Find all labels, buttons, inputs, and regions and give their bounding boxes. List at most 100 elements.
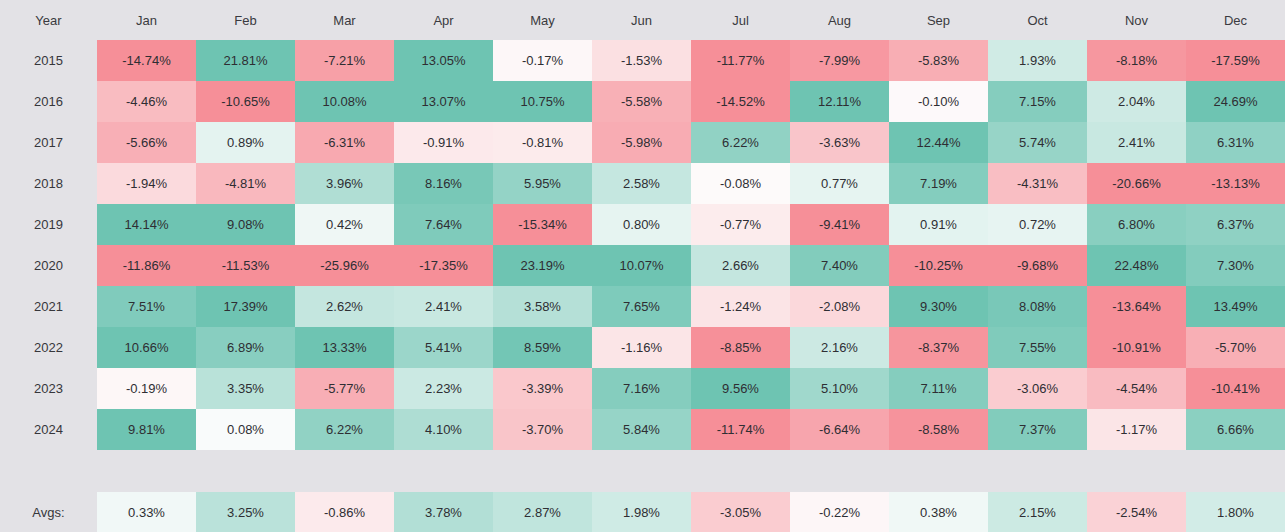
month-column-header-sep: Sep bbox=[889, 0, 988, 40]
monthly-returns-heatmap: YearJanFebMarAprMayJunJulAugSepOctNovDec… bbox=[0, 0, 1285, 532]
average-value-cell: -3.05% bbox=[691, 492, 790, 532]
heatmap-value-cell: -3.70% bbox=[493, 409, 592, 450]
heatmap-value-cell: 0.72% bbox=[988, 204, 1087, 245]
heatmap-value-cell: -17.35% bbox=[394, 245, 493, 286]
heatmap-value-cell: 2.58% bbox=[592, 163, 691, 204]
heatmap-value-cell: -6.64% bbox=[790, 409, 889, 450]
heatmap-value-cell: -4.31% bbox=[988, 163, 1087, 204]
heatmap-value-cell: 3.35% bbox=[196, 368, 295, 409]
heatmap-value-cell: 2.23% bbox=[394, 368, 493, 409]
heatmap-value-cell: 13.49% bbox=[1186, 286, 1285, 327]
month-column-header-mar: Mar bbox=[295, 0, 394, 40]
heatmap-value-cell: -1.53% bbox=[592, 40, 691, 81]
heatmap-value-cell: -0.19% bbox=[97, 368, 196, 409]
heatmap-value-cell: 5.10% bbox=[790, 368, 889, 409]
heatmap-value-cell: 2.41% bbox=[394, 286, 493, 327]
heatmap-value-cell: 9.81% bbox=[97, 409, 196, 450]
heatmap-value-cell: 2.04% bbox=[1087, 81, 1186, 122]
heatmap-value-cell: -5.66% bbox=[97, 122, 196, 163]
heatmap-value-cell: -20.66% bbox=[1087, 163, 1186, 204]
heatmap-value-cell: 13.33% bbox=[295, 327, 394, 368]
heatmap-value-cell: 7.64% bbox=[394, 204, 493, 245]
heatmap-value-cell: 17.39% bbox=[196, 286, 295, 327]
heatmap-value-cell: -3.06% bbox=[988, 368, 1087, 409]
heatmap-value-cell: -11.77% bbox=[691, 40, 790, 81]
heatmap-value-cell: 21.81% bbox=[196, 40, 295, 81]
heatmap-value-cell: 1.93% bbox=[988, 40, 1087, 81]
heatmap-value-cell: -6.31% bbox=[295, 122, 394, 163]
heatmap-value-cell: 10.66% bbox=[97, 327, 196, 368]
heatmap-value-cell: 10.07% bbox=[592, 245, 691, 286]
heatmap-value-cell: -0.81% bbox=[493, 122, 592, 163]
heatmap-value-cell: -4.46% bbox=[97, 81, 196, 122]
year-label: 2023 bbox=[0, 368, 97, 409]
year-label: 2017 bbox=[0, 122, 97, 163]
month-column-header-feb: Feb bbox=[196, 0, 295, 40]
year-label: 2018 bbox=[0, 163, 97, 204]
year-column-header: Year bbox=[0, 0, 97, 40]
heatmap-value-cell: -3.39% bbox=[493, 368, 592, 409]
heatmap-value-cell: 14.14% bbox=[97, 204, 196, 245]
average-value-cell: 0.33% bbox=[97, 492, 196, 532]
heatmap-value-cell: -0.08% bbox=[691, 163, 790, 204]
heatmap-value-cell: 9.56% bbox=[691, 368, 790, 409]
heatmap-value-cell: 6.22% bbox=[691, 122, 790, 163]
heatmap-value-cell: -5.98% bbox=[592, 122, 691, 163]
heatmap-value-cell: 6.66% bbox=[1186, 409, 1285, 450]
heatmap-value-cell: 13.05% bbox=[394, 40, 493, 81]
heatmap-value-cell: 7.16% bbox=[592, 368, 691, 409]
heatmap-value-cell: 2.41% bbox=[1087, 122, 1186, 163]
heatmap-value-cell: 13.07% bbox=[394, 81, 493, 122]
heatmap-value-cell: 2.66% bbox=[691, 245, 790, 286]
heatmap-value-cell: 24.69% bbox=[1186, 81, 1285, 122]
year-label: 2022 bbox=[0, 327, 97, 368]
heatmap-value-cell: -10.41% bbox=[1186, 368, 1285, 409]
heatmap-value-cell: -11.86% bbox=[97, 245, 196, 286]
heatmap-value-cell: 23.19% bbox=[493, 245, 592, 286]
heatmap-value-cell: 0.08% bbox=[196, 409, 295, 450]
month-column-header-may: May bbox=[493, 0, 592, 40]
averages-label: Avgs: bbox=[0, 492, 97, 532]
heatmap-value-cell: 7.65% bbox=[592, 286, 691, 327]
heatmap-value-cell: -0.77% bbox=[691, 204, 790, 245]
heatmap-value-cell: -1.94% bbox=[97, 163, 196, 204]
heatmap-value-cell: 7.37% bbox=[988, 409, 1087, 450]
year-label: 2020 bbox=[0, 245, 97, 286]
heatmap-value-cell: -13.64% bbox=[1087, 286, 1186, 327]
heatmap-value-cell: 12.11% bbox=[790, 81, 889, 122]
heatmap-value-cell: 22.48% bbox=[1087, 245, 1186, 286]
heatmap-value-cell: 5.41% bbox=[394, 327, 493, 368]
heatmap-value-cell: 8.59% bbox=[493, 327, 592, 368]
heatmap-value-cell: 5.74% bbox=[988, 122, 1087, 163]
heatmap-value-cell: -4.81% bbox=[196, 163, 295, 204]
heatmap-value-cell: 5.95% bbox=[493, 163, 592, 204]
heatmap-value-cell: 7.55% bbox=[988, 327, 1087, 368]
heatmap-value-cell: -7.99% bbox=[790, 40, 889, 81]
heatmap-value-cell: -0.17% bbox=[493, 40, 592, 81]
heatmap-value-cell: -25.96% bbox=[295, 245, 394, 286]
heatmap-value-cell: -8.85% bbox=[691, 327, 790, 368]
heatmap-value-cell: -14.52% bbox=[691, 81, 790, 122]
heatmap-value-cell: -9.68% bbox=[988, 245, 1087, 286]
heatmap-value-cell: 7.15% bbox=[988, 81, 1087, 122]
heatmap-value-cell: 7.51% bbox=[97, 286, 196, 327]
year-label: 2015 bbox=[0, 40, 97, 81]
heatmap-value-cell: 0.89% bbox=[196, 122, 295, 163]
month-column-header-jan: Jan bbox=[97, 0, 196, 40]
heatmap-value-cell: 3.58% bbox=[493, 286, 592, 327]
heatmap-value-cell: 6.89% bbox=[196, 327, 295, 368]
average-value-cell: -0.22% bbox=[790, 492, 889, 532]
year-label: 2019 bbox=[0, 204, 97, 245]
heatmap-value-cell: -11.53% bbox=[196, 245, 295, 286]
heatmap-value-cell: 5.84% bbox=[592, 409, 691, 450]
heatmap-value-cell: 6.22% bbox=[295, 409, 394, 450]
average-value-cell: 2.15% bbox=[988, 492, 1087, 532]
heatmap-value-cell: 6.37% bbox=[1186, 204, 1285, 245]
average-value-cell: 1.80% bbox=[1186, 492, 1285, 532]
heatmap-value-cell: -1.24% bbox=[691, 286, 790, 327]
year-label: 2021 bbox=[0, 286, 97, 327]
month-column-header-aug: Aug bbox=[790, 0, 889, 40]
average-value-cell: 2.87% bbox=[493, 492, 592, 532]
heatmap-value-cell: -0.10% bbox=[889, 81, 988, 122]
heatmap-value-cell: -2.08% bbox=[790, 286, 889, 327]
